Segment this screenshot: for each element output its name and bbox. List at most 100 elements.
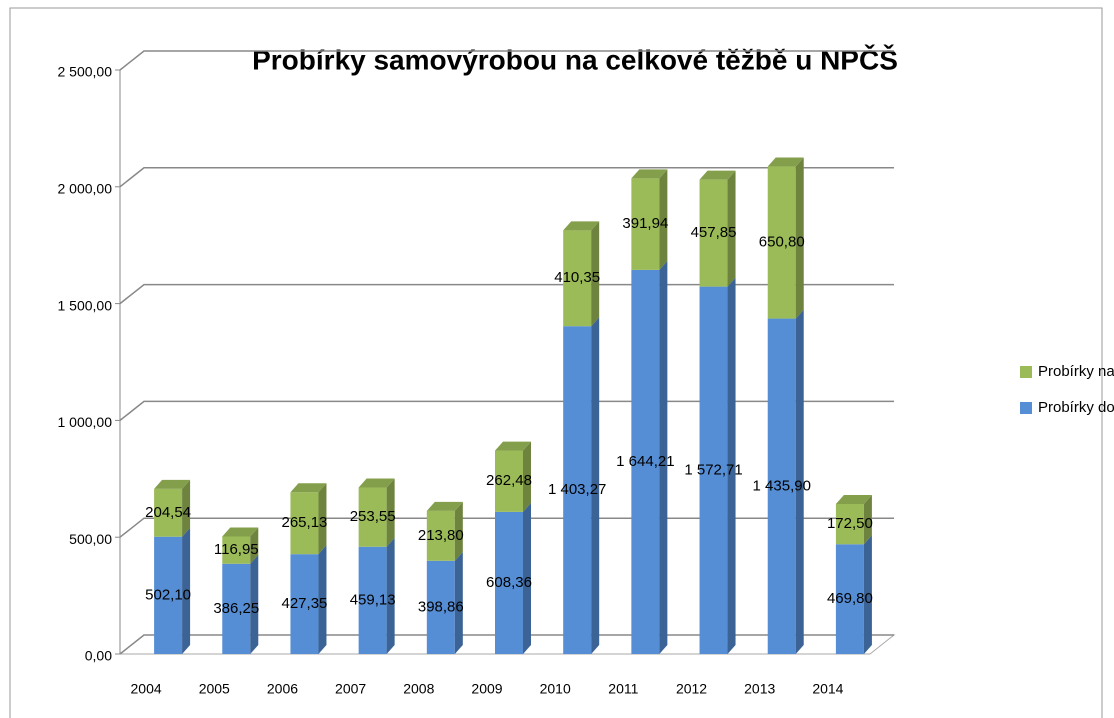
bar-segment [495,511,523,654]
y-tick-label: 1 500,00 [58,297,113,313]
bar-side [727,170,736,287]
legend-label: Probírky do 40 let [1038,399,1114,416]
bar-segment [563,326,592,654]
bar-segment [495,450,523,512]
bar-segment [699,286,728,654]
bar-segment [426,510,455,561]
bar-segment [154,536,183,654]
legend-swatch [1020,366,1032,378]
data-label: 502,10 [145,586,191,603]
data-label: 204,54 [145,504,191,521]
x-tick-label: 2010 [540,681,571,697]
bar-segment [631,269,660,654]
data-label: 172,50 [827,515,873,532]
data-label: 116,95 [214,541,259,558]
bar-side [591,317,600,654]
x-tick-label: 2012 [676,681,707,697]
grid-line [119,50,894,71]
bar-side [318,483,327,555]
data-label: 469,80 [827,590,873,607]
x-tick-label: 2005 [199,681,230,697]
data-label: 457,85 [691,224,737,241]
x-tick-label: 2011 [608,681,638,697]
bar-side [250,527,259,564]
bar-side [386,537,395,654]
bar-top [222,527,259,537]
bar-segment [222,563,251,654]
data-label: 410,35 [554,269,600,286]
bar-segment [835,503,864,545]
bar-side [454,551,463,654]
bar-side [659,169,668,270]
bar-segment [631,178,660,270]
data-label: 427,35 [282,595,328,612]
bar-top [495,441,531,451]
bar-segment [290,554,319,654]
bar-segment [154,488,183,537]
data-label: 398,86 [418,598,464,615]
bar-segment [699,179,728,287]
bar-side [250,554,259,654]
y-tick-label: 1 000,00 [58,414,113,430]
data-label: 213,80 [418,527,464,544]
bar-side [659,260,668,654]
bar-side [863,494,872,545]
y-tick-label: 2 000,00 [58,181,113,197]
data-label: 262,48 [486,472,532,489]
legend-label: Probírky nad 40 let [1038,363,1114,380]
bar-segment [767,318,796,654]
x-tick-label: 2008 [403,681,434,697]
bar-segment [767,166,796,319]
bar-segment [426,560,455,654]
bar-top [358,478,395,488]
bar-segment [358,487,387,547]
bar-side [795,157,804,319]
data-label: 1 572,71 [684,461,742,478]
x-tick-label: 2006 [267,681,298,697]
y-tick-label: 0,00 [85,648,112,664]
bar-side [386,478,395,547]
data-label: 1 403,27 [548,481,606,498]
bar-side [795,309,804,654]
x-tick-label: 2013 [744,681,775,697]
bar-side [182,479,191,537]
y-tick-label: 2 500,00 [58,64,113,80]
bar-side [863,535,872,654]
bar-segment [835,544,864,654]
bar-top [835,494,872,504]
bar-segment [222,536,251,564]
chart-title: Probírky samovýrobou na celkové těžbě u … [252,43,898,75]
x-tick-label: 2009 [471,681,502,697]
bar-segment [563,230,592,327]
data-label: 386,25 [213,600,259,617]
x-tick-label: 2004 [131,681,162,697]
bar-top [154,479,191,489]
bar-side [523,441,531,512]
chart-border [9,7,1103,718]
bar-side [318,545,327,654]
bar-top [563,221,600,231]
bar-side [454,501,463,561]
x-tick-label: 2007 [335,681,366,697]
bar-top [699,170,736,180]
bar-top [631,169,668,179]
data-label: 265,13 [282,514,328,531]
bar-top [767,157,804,167]
bar-side [523,502,531,654]
bar-side [182,527,191,654]
bar-top [290,483,327,493]
data-label: 391,94 [622,215,668,232]
data-label: 1 644,21 [616,453,674,470]
grid-line [119,167,894,188]
bar-segment [358,546,387,654]
bar-top [426,501,463,511]
y-tick-label: 500,00 [69,531,112,547]
bar-side [727,277,736,654]
data-label: 253,55 [350,508,396,525]
bar-segment [290,492,319,555]
x-tick-label: 2014 [812,681,843,697]
data-label: 459,13 [350,591,396,608]
legend-swatch [1020,402,1032,414]
data-label: 650,80 [759,234,805,251]
